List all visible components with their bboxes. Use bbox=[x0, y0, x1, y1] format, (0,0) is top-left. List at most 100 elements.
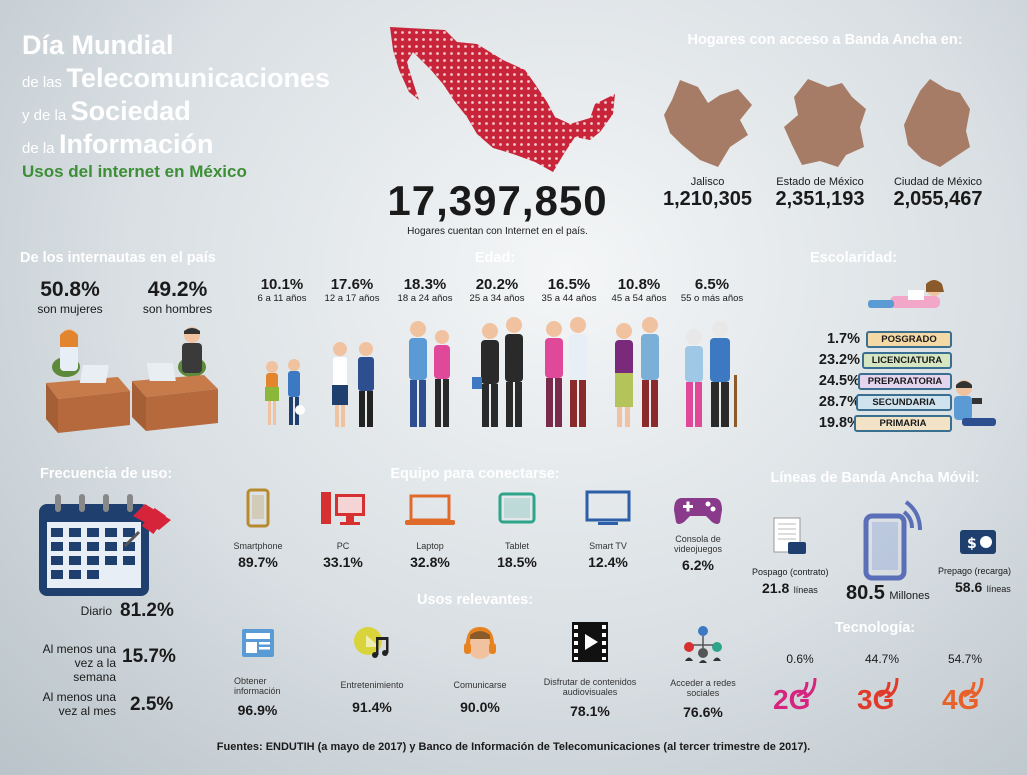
use-label: Comunicarse bbox=[453, 680, 507, 690]
prepaid-label: Prepago (recarga) bbox=[938, 566, 1012, 576]
uses-title: Usos relevantes: bbox=[416, 592, 534, 608]
age-label: 12 a 17 años bbox=[324, 293, 380, 304]
mobile-total-value: 80.5 bbox=[846, 582, 885, 604]
age-label: 45 a 54 años bbox=[611, 293, 667, 304]
state-name-estado-de-mexico: Estado de México bbox=[776, 176, 864, 188]
sources-footer: Fuentes: ENDUTIH (a mayo de 2017) y Banc… bbox=[216, 741, 811, 753]
frequency-label: Diario bbox=[80, 604, 112, 618]
adults-45-54-figures-icon bbox=[615, 317, 659, 427]
age-pct: 16.5% bbox=[547, 276, 591, 293]
teenagers-figures-icon bbox=[332, 342, 374, 427]
sitting-boy-icon bbox=[954, 380, 996, 426]
prepaid-card-icon: $ bbox=[960, 530, 996, 554]
men-pct: 49.2% bbox=[147, 278, 208, 301]
use-label: Disfrutar de contenidos audiovisuales bbox=[543, 677, 637, 697]
age-label: 18 a 24 años bbox=[397, 293, 453, 304]
schooling-pct-posgrado: 1.7% bbox=[826, 331, 860, 347]
state-value-estado-de-mexico: 2,351,193 bbox=[775, 188, 865, 210]
devices-title: Equipo para conectarse: bbox=[390, 466, 560, 482]
contract-document-icon bbox=[773, 517, 806, 554]
signal-waves-icon bbox=[878, 677, 899, 698]
age-label: 25 a 34 años bbox=[469, 293, 525, 304]
title-line-2-big: Telecomunicaciones bbox=[66, 63, 331, 93]
tablet-icon bbox=[498, 492, 536, 524]
age-pct: 20.2% bbox=[475, 276, 519, 293]
use-label: Acceder a redes sociales bbox=[670, 678, 736, 698]
age-pct: 17.6% bbox=[330, 276, 374, 293]
device-pc: PC 33.1% bbox=[310, 488, 376, 570]
device-label: Smart TV bbox=[589, 541, 627, 551]
postpaid-value: 21.8 bbox=[762, 580, 790, 596]
book-label: POSGRADO bbox=[881, 334, 937, 345]
use-pct: 91.4% bbox=[352, 699, 392, 715]
man-at-desk-icon bbox=[132, 327, 218, 431]
children-figures-icon bbox=[265, 359, 305, 425]
age-pct: 10.8% bbox=[617, 276, 661, 293]
film-icon bbox=[572, 622, 608, 662]
use-social: Acceder a redes sociales 76.6% bbox=[668, 623, 738, 720]
age-title: Edad: bbox=[474, 250, 516, 266]
frequency-label: Al menos una vez al mes bbox=[42, 690, 116, 718]
frequency-pct: 2.5% bbox=[130, 694, 174, 715]
title-line-2-small: de las bbox=[22, 74, 63, 91]
woman-at-desk-icon bbox=[46, 329, 130, 433]
title-block: Día Mundial de las Telecomunicaciones y … bbox=[22, 30, 372, 182]
book-licenciatura: LICENCIATURA bbox=[862, 352, 952, 369]
tech-2g: 0.6% 2G bbox=[765, 652, 835, 718]
pc-icon bbox=[321, 492, 365, 525]
adults-25-34-figures-icon bbox=[472, 317, 523, 427]
tech-label: 3G bbox=[857, 684, 895, 715]
title-line-4-big: Información bbox=[58, 129, 214, 159]
device-label: Laptop bbox=[416, 541, 444, 551]
headset-icon bbox=[464, 626, 496, 659]
device-label: Smartphone bbox=[233, 541, 283, 551]
age-pct: 18.3% bbox=[403, 276, 447, 293]
age-label: 35 a 44 años bbox=[541, 293, 597, 304]
title-line-4-small: de la bbox=[22, 140, 55, 157]
age-label: 6 a 11 años bbox=[257, 293, 307, 304]
smart-tv-icon bbox=[585, 490, 631, 525]
svg-text:$: $ bbox=[967, 536, 977, 552]
ciudad-de-mexico-map-icon bbox=[904, 79, 970, 167]
schooling-pct-preparatoria: 24.5% bbox=[818, 373, 860, 389]
prepaid-value: 58.6 bbox=[955, 579, 983, 595]
device-smart-tv: Smart TV 12.4% bbox=[575, 488, 641, 570]
device-laptop: Laptop 32.8% bbox=[397, 488, 463, 570]
book-label: SECUNDARIA bbox=[872, 397, 936, 408]
subtitle: Usos del internet en México bbox=[22, 162, 247, 181]
mexico-map-icon bbox=[390, 27, 615, 172]
technology-title: Tecnología: bbox=[834, 620, 916, 636]
calendar-icon bbox=[39, 494, 171, 596]
device-console: Consola de videojuegos 6.2% bbox=[660, 488, 736, 573]
use-communicate: Comunicarse 90.0% bbox=[440, 625, 520, 715]
age-figures-illustration bbox=[265, 317, 737, 427]
music-icon bbox=[354, 627, 389, 658]
mobile-phone-signal-icon bbox=[863, 500, 922, 581]
internautas-title: De los internautas en el país bbox=[20, 250, 216, 266]
book-secundaria: SECUNDARIA bbox=[856, 394, 952, 411]
estado-de-mexico-map-icon bbox=[784, 79, 866, 167]
households-caption: Hogares cuentan con Internet en el país. bbox=[407, 226, 588, 237]
schooling-pct-secundaria: 28.7% bbox=[818, 394, 860, 410]
age-label: 55 o más años bbox=[680, 293, 744, 304]
tech-3g: 44.7% 3G bbox=[847, 652, 917, 718]
use-information: Obtener información 96.9% bbox=[220, 625, 295, 718]
signal-waves-icon bbox=[963, 677, 984, 698]
tech-pct: 0.6% bbox=[786, 652, 814, 666]
young-adults-figures-icon bbox=[409, 321, 450, 427]
women-label: son mujeres bbox=[37, 302, 103, 316]
book-posgrado: POSGRADO bbox=[866, 331, 952, 348]
jalisco-map-icon bbox=[664, 80, 752, 167]
device-smartphone: Smartphone 89.7% bbox=[225, 488, 291, 570]
age-pct: 6.5% bbox=[694, 276, 730, 293]
state-value-ciudad-de-mexico: 2,055,467 bbox=[893, 188, 983, 210]
tech-pct: 44.7% bbox=[864, 652, 900, 666]
seniors-figures-icon bbox=[685, 321, 737, 427]
frequency-label: Al menos una vez a la semana bbox=[42, 642, 116, 684]
age-groups-row: 10.1% 6 a 11 años 17.6% 12 a 17 años 18.… bbox=[252, 276, 752, 316]
schooling-title: Escolaridad: bbox=[810, 250, 898, 266]
schooling-pct-licenciatura: 23.2% bbox=[818, 352, 860, 368]
postpaid-unit: líneas bbox=[793, 585, 818, 595]
men-label: son hombres bbox=[142, 302, 213, 316]
mobile-title: Líneas de Banda Ancha Móvil: bbox=[770, 470, 980, 486]
